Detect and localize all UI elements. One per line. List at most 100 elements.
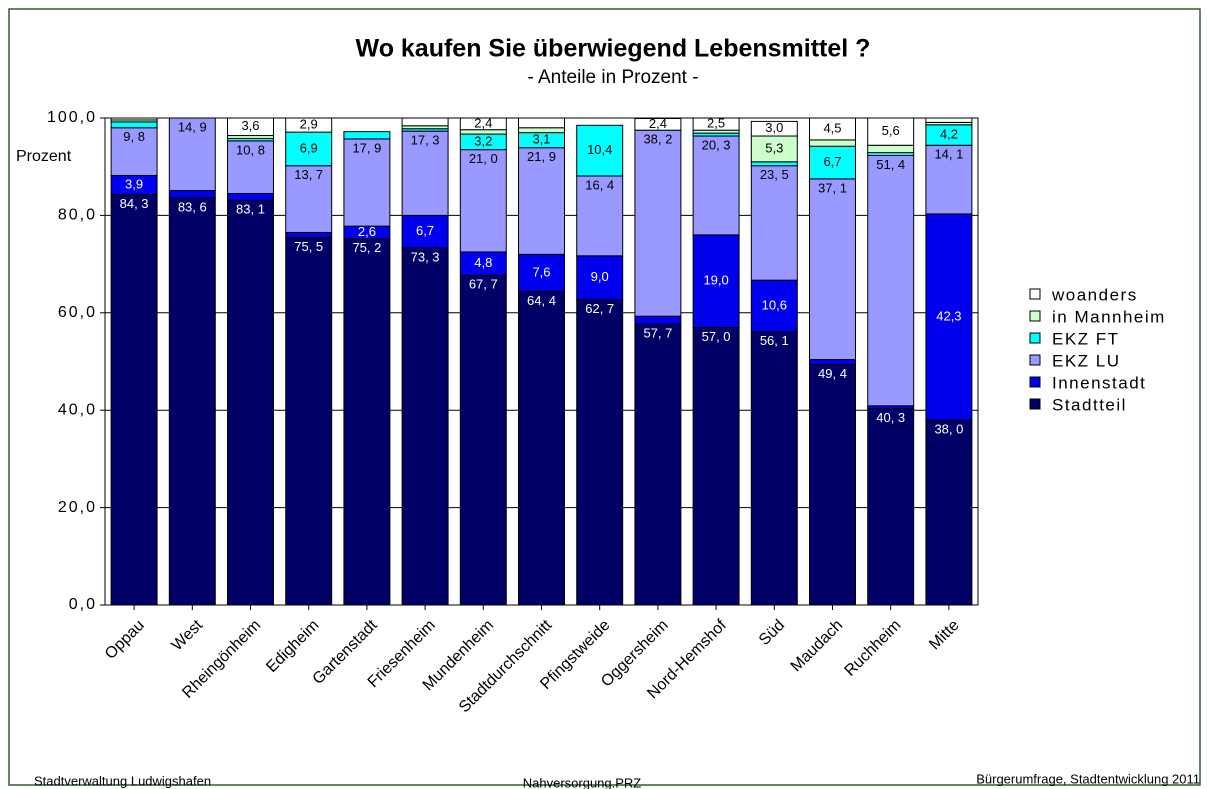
bar-segment (867, 144, 915, 154)
bar-segment (634, 315, 682, 325)
legend-swatch (1029, 310, 1041, 322)
bar-segment (692, 234, 740, 328)
legend-label: Innenstadt (1052, 373, 1146, 392)
data-label: 3,6 (241, 118, 259, 133)
legend-swatch (1029, 354, 1041, 366)
chart-title: Wo kaufen Sie überwiegend Lebensmittel ? (356, 35, 871, 63)
bar-segment (809, 363, 856, 606)
y-tick-label: 100,0 (47, 109, 97, 126)
bar-segment (925, 144, 973, 215)
bar-segment (518, 147, 565, 255)
data-label: 37, 1 (818, 180, 847, 195)
data-label: 10,6 (762, 297, 787, 312)
bar-segment (576, 255, 624, 301)
data-label: 2,4 (649, 116, 667, 131)
bar-segment (110, 127, 158, 176)
data-label: 2,9 (300, 116, 318, 131)
legend-swatch (1029, 288, 1041, 300)
bar-segment (925, 213, 973, 421)
data-label: 23, 5 (760, 167, 789, 182)
data-label: 3,2 (474, 133, 492, 148)
data-label: 14, 9 (178, 119, 207, 134)
bar-segment (168, 190, 216, 199)
data-label: 83, 1 (236, 202, 265, 217)
bar-segment (809, 145, 856, 180)
bar-segment (285, 165, 333, 233)
bar-segment (809, 117, 856, 141)
data-label: 6,7 (416, 223, 434, 238)
bar-segment (692, 135, 740, 236)
bar-segment (867, 117, 915, 146)
data-label: 83, 6 (178, 199, 207, 214)
bar-segment (459, 274, 507, 606)
data-label: 2,5 (707, 116, 725, 131)
footer-right: Bürgerumfrage, Stadtentwicklung 2011 (976, 771, 1200, 786)
bar-segment (401, 117, 449, 127)
bar-segment (227, 117, 274, 137)
footer-center: Nahversorgung.PRZ (523, 775, 642, 789)
data-label: 38, 0 (934, 421, 963, 436)
chart-subtitle: - Anteile in Prozent - (527, 67, 698, 88)
data-label: 10,4 (587, 142, 612, 157)
data-label: 6,7 (823, 154, 841, 169)
data-label: 14, 1 (934, 147, 963, 162)
data-label: 73, 3 (411, 249, 440, 264)
y-tick-label: 80,0 (58, 207, 97, 224)
bar-segment (518, 127, 565, 134)
data-label: 67, 7 (469, 277, 498, 292)
data-label: 56, 1 (760, 333, 789, 348)
data-label: 19,0 (703, 273, 728, 288)
data-label: 2,6 (358, 224, 376, 239)
bar-segment (110, 193, 158, 606)
data-label: 62, 7 (585, 301, 614, 316)
legend-label: EKZ LU (1052, 351, 1121, 370)
data-label: 5,6 (882, 123, 900, 138)
bar-segment (925, 419, 973, 606)
legend-label: woanders (1051, 285, 1138, 304)
data-label: 40, 3 (876, 410, 905, 425)
bar-segment (576, 124, 624, 177)
data-label: 57, 7 (643, 325, 672, 340)
bar-segment (227, 192, 274, 201)
data-label: 9, 8 (123, 129, 145, 144)
bar-segment (459, 149, 507, 253)
bar-segment (401, 247, 449, 606)
bar-segment (750, 135, 798, 163)
data-label: 21, 0 (469, 151, 498, 166)
data-label: 4,5 (823, 120, 841, 135)
data-label: 38, 2 (643, 132, 672, 147)
bar-segment (518, 253, 565, 292)
y-tick-label: 20,0 (58, 499, 97, 516)
bar-segment (634, 323, 682, 606)
data-label: 5,3 (765, 140, 783, 155)
bar-segment (401, 214, 449, 249)
legend-label: in Mannheim (1052, 307, 1166, 326)
bar-segment (343, 131, 391, 140)
y-tick-label: 0,0 (69, 596, 97, 613)
bar-segment (343, 238, 391, 606)
legend-swatch (1029, 332, 1041, 344)
data-label: 17, 3 (411, 133, 440, 148)
bar-segment (576, 175, 624, 257)
bar-segment (459, 117, 507, 131)
data-label: 3,1 (532, 132, 550, 147)
data-label: 57, 0 (702, 329, 731, 344)
bar-segment (634, 129, 682, 317)
bar-segment (692, 326, 740, 606)
bar-segment (750, 165, 798, 281)
y-tick-label: 40,0 (58, 401, 97, 418)
data-label: 51, 4 (876, 157, 905, 172)
bar-segment (110, 117, 158, 121)
bar-segment (750, 120, 798, 137)
data-label: 7,6 (532, 264, 550, 279)
bar-segment (925, 117, 973, 123)
data-label: 75, 2 (352, 240, 381, 255)
legend-swatch (1029, 376, 1041, 388)
bar-segment (285, 231, 333, 238)
y-axis-label: Prozent (16, 148, 72, 165)
bar-segment (168, 117, 216, 192)
data-label: 3,0 (765, 120, 783, 135)
bar-segment (867, 408, 915, 606)
bar-segment (168, 197, 216, 606)
